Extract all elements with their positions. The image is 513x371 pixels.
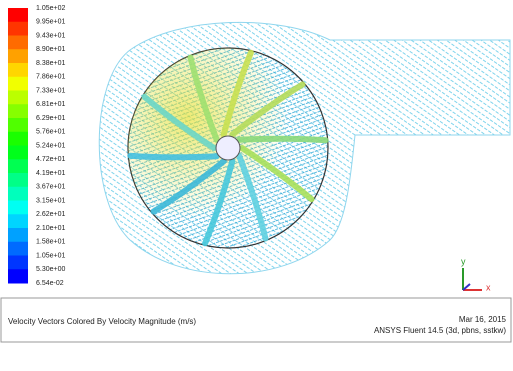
colorbar-label: 8.38e+01	[36, 60, 65, 67]
color-band	[8, 8, 28, 22]
colorbar-label: 4.19e+01	[36, 170, 65, 177]
colorbar-label: 1.05e+01	[36, 252, 65, 259]
colorbar-label: 5.30e+00	[36, 266, 65, 273]
color-band	[8, 173, 28, 187]
footer-software: ANSYS Fluent 14.5 (3d, pbns, sstkw)	[374, 326, 506, 335]
axis-triad: y x	[461, 256, 491, 292]
color-band	[8, 146, 28, 160]
color-band	[8, 22, 28, 36]
colorbar-label: 2.62e+01	[36, 211, 65, 218]
color-band	[8, 201, 28, 215]
colorbar-label: 6.29e+01	[36, 115, 65, 122]
color-band	[8, 118, 28, 132]
colorbar-label: 1.05e+02	[36, 5, 65, 12]
y-axis-label: y	[461, 256, 466, 266]
colorbar-label: 9.43e+01	[36, 32, 65, 39]
colorbar-label: 2.10e+01	[36, 225, 65, 232]
color-band	[8, 91, 28, 105]
colorbar-label: 4.72e+01	[36, 156, 65, 163]
color-band	[8, 269, 28, 283]
colorbar-label: 6.54e-02	[36, 280, 64, 287]
color-band	[8, 36, 28, 50]
blade	[239, 139, 325, 141]
colorbar-label: 5.24e+01	[36, 142, 65, 149]
color-band	[8, 159, 28, 173]
x-axis-label: x	[486, 282, 491, 292]
colorbar-label: 5.76e+01	[36, 129, 65, 136]
colorbar-label: 1.58e+01	[36, 239, 65, 246]
colorbar: 1.05e+02 9.95e+01 9.43e+01 8.90e+01 8.38e+01…	[8, 5, 65, 287]
color-band	[8, 242, 28, 256]
footer-title: Velocity Vectors Colored By Velocity Mag…	[8, 317, 196, 326]
color-band	[8, 228, 28, 242]
color-band	[8, 77, 28, 91]
viewport: 1.05e+02 9.95e+01 9.43e+01 8.90e+01 8.38e+01…	[0, 0, 513, 371]
colorbar-label: 3.67e+01	[36, 184, 65, 191]
colorbar-label: 7.33e+01	[36, 87, 65, 94]
hub	[216, 136, 240, 160]
color-band	[8, 63, 28, 77]
blade	[130, 156, 216, 158]
color-band	[8, 214, 28, 228]
color-band	[8, 187, 28, 201]
colorbar-label: 6.81e+01	[36, 101, 65, 108]
colorbar-label: 8.90e+01	[36, 46, 65, 53]
footer-date: Mar 16, 2015	[459, 315, 507, 324]
colorbar-label: 7.86e+01	[36, 74, 65, 81]
color-band	[8, 104, 28, 118]
colorbar-label: 9.95e+01	[36, 19, 65, 26]
colorbar-label: 3.15e+01	[36, 197, 65, 204]
color-band	[8, 256, 28, 270]
color-band	[8, 49, 28, 63]
color-band	[8, 132, 28, 146]
